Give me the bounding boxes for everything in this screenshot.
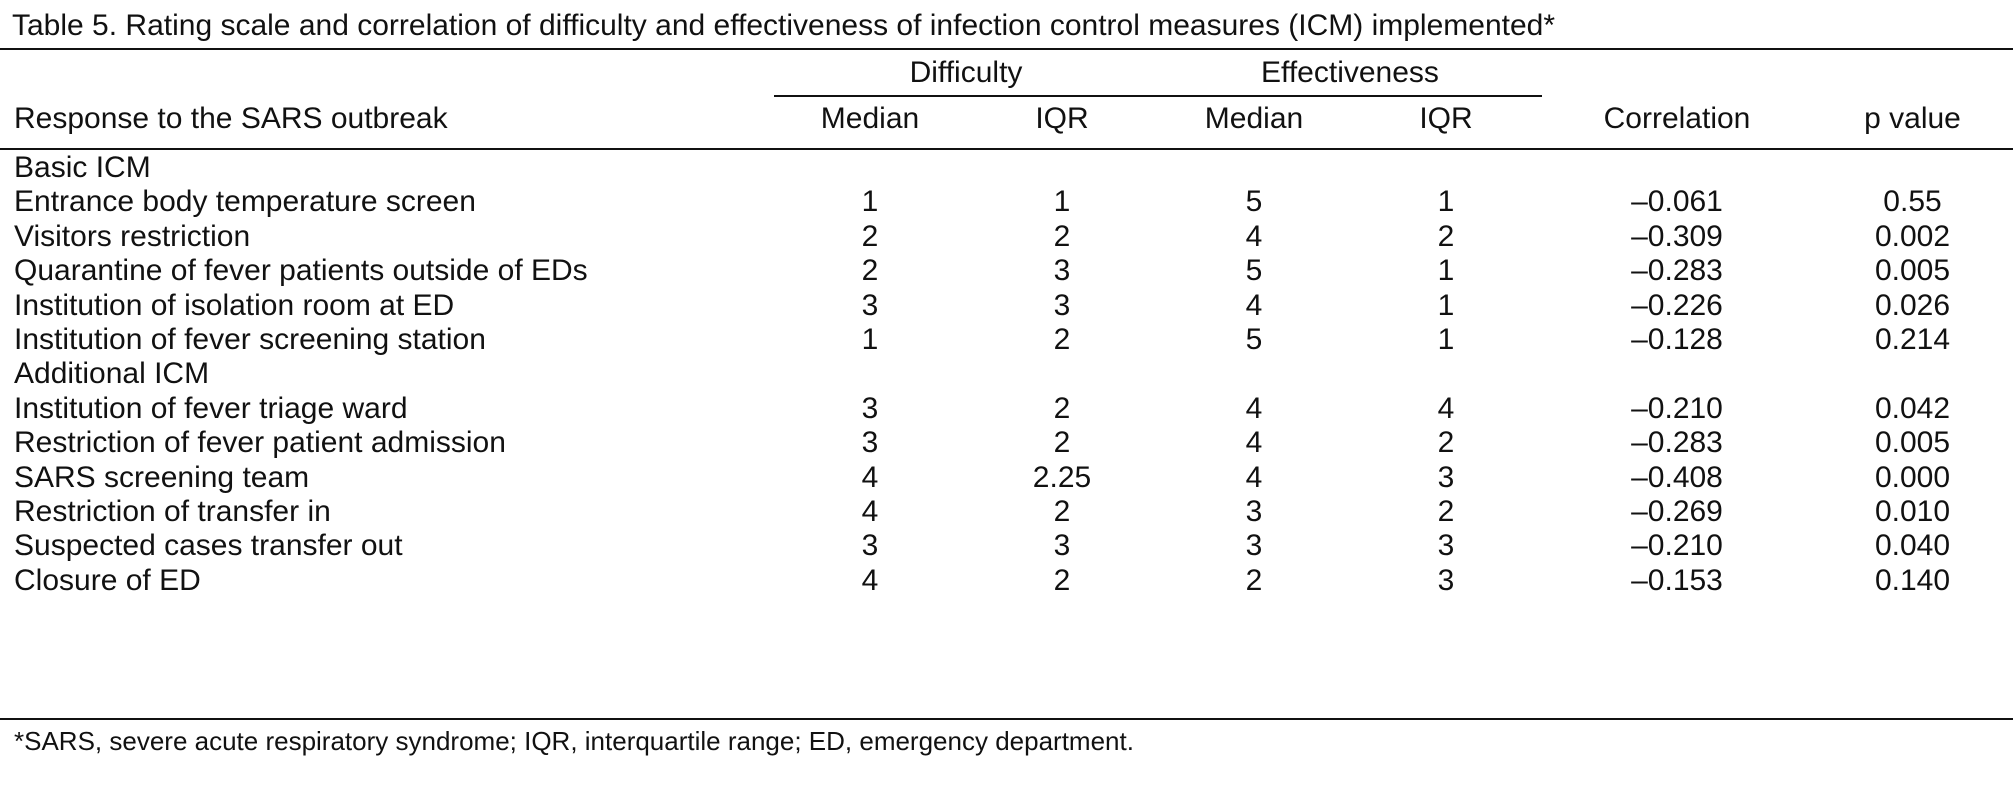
effectiveness-iqr-cell: 3 xyxy=(1437,460,1455,494)
correlation-cell: –0.408 xyxy=(1631,460,1723,494)
effectiveness-median-cell: 4 xyxy=(1245,288,1263,322)
p-value-cell: 0.005 xyxy=(1874,254,1951,288)
correlation-cell: –0.283 xyxy=(1631,254,1723,288)
section-label: Basic ICM xyxy=(14,151,151,184)
effectiveness-median-cell: 4 xyxy=(1245,460,1263,494)
difficulty-iqr-cell: 2 xyxy=(1053,219,1071,253)
difficulty-median-cell: 4 xyxy=(861,460,879,494)
p-value-cell: 0.005 xyxy=(1874,426,1951,460)
p-value-cell: 0.000 xyxy=(1874,460,1951,494)
p-value-cell: 0.010 xyxy=(1874,495,1951,528)
table-footnote: *SARS, severe acute respiratory syndrome… xyxy=(14,726,1134,756)
effectiveness-iqr-cell: 1 xyxy=(1437,254,1455,288)
effectiveness-median-cell: 4 xyxy=(1245,391,1263,425)
row-label: Institution of fever triage ward xyxy=(14,391,408,425)
difficulty-iqr-cell: 2 xyxy=(1053,426,1071,460)
row-label: Visitors restriction xyxy=(14,219,251,253)
difficulty-iqr-cell: 2.25 xyxy=(1032,460,1092,494)
difficulty-median-header: Median xyxy=(820,102,920,135)
correlation-cell: –0.283 xyxy=(1631,426,1723,460)
effectiveness-iqr-cell: 1 xyxy=(1437,288,1455,322)
row-label: Suspected cases transfer out xyxy=(14,529,403,563)
bottom-rule xyxy=(0,718,2013,720)
row-label: Restriction of transfer in xyxy=(14,495,331,528)
effectiveness-iqr-cell: 1 xyxy=(1437,323,1455,356)
difficulty-median-cell: 3 xyxy=(861,288,879,322)
row-label: Institution of fever screening station xyxy=(14,323,486,356)
correlation-cell: –0.269 xyxy=(1631,495,1723,528)
effectiveness-median-header: Median xyxy=(1204,102,1304,135)
difficulty-group-rule xyxy=(774,95,1158,97)
row-label: Institution of isolation room at ED xyxy=(14,288,455,322)
difficulty-median-cell: 3 xyxy=(861,391,879,425)
effectiveness-iqr-cell: 2 xyxy=(1437,219,1455,253)
stub-header: Response to the SARS outbreak xyxy=(14,102,448,135)
effectiveness-iqr-cell: 1 xyxy=(1437,185,1455,219)
effectiveness-iqr-cell: 4 xyxy=(1437,391,1455,425)
difficulty-iqr-cell: 3 xyxy=(1053,254,1071,288)
difficulty-median-cell: 2 xyxy=(861,254,879,288)
row-label: Restriction of fever patient admission xyxy=(14,426,506,460)
difficulty-median-cell: 4 xyxy=(861,563,879,597)
difficulty-iqr-cell: 1 xyxy=(1053,185,1071,219)
effectiveness-median-cell: 5 xyxy=(1245,254,1263,288)
correlation-cell: –0.226 xyxy=(1631,288,1723,322)
difficulty-iqr-cell: 2 xyxy=(1053,391,1071,425)
difficulty-group-header: Difficulty xyxy=(909,56,1023,89)
row-label: SARS screening team xyxy=(14,460,310,494)
correlation-cell: –0.309 xyxy=(1631,219,1723,253)
effectiveness-median-cell: 2 xyxy=(1245,563,1263,597)
row-label: Quarantine of fever patients outside of … xyxy=(14,254,588,288)
effectiveness-group-rule xyxy=(1158,95,1542,97)
effectiveness-median-cell: 5 xyxy=(1245,323,1263,356)
correlation-cell: –0.210 xyxy=(1631,391,1723,425)
difficulty-median-cell: 3 xyxy=(861,529,879,563)
top-rule xyxy=(0,48,2013,50)
effectiveness-median-cell: 4 xyxy=(1245,426,1263,460)
effectiveness-iqr-cell: 2 xyxy=(1437,426,1455,460)
row-label: Closure of ED xyxy=(14,563,201,597)
p-value-cell: 0.002 xyxy=(1874,219,1951,253)
effectiveness-iqr-cell: 2 xyxy=(1437,495,1455,528)
effectiveness-median-cell: 5 xyxy=(1245,185,1263,219)
difficulty-median-cell: 1 xyxy=(861,185,879,219)
difficulty-iqr-cell: 2 xyxy=(1053,495,1071,528)
difficulty-iqr-cell: 3 xyxy=(1053,529,1071,563)
correlation-cell: –0.128 xyxy=(1631,323,1723,356)
p-value-cell: 0.040 xyxy=(1874,529,1951,563)
difficulty-iqr-cell: 2 xyxy=(1053,563,1071,597)
p-value-cell: 0.042 xyxy=(1874,391,1951,425)
header-rule xyxy=(0,148,2013,150)
effectiveness-iqr-cell: 3 xyxy=(1437,529,1455,563)
difficulty-iqr-header: IQR xyxy=(1035,102,1089,135)
table-caption: Table 5. Rating scale and correlation of… xyxy=(12,9,1556,42)
p-value-cell: 0.140 xyxy=(1874,563,1951,597)
effectiveness-median-cell: 3 xyxy=(1245,495,1263,528)
p-value-header: p value xyxy=(1864,102,1961,135)
correlation-header: Correlation xyxy=(1603,102,1751,135)
difficulty-median-cell: 3 xyxy=(861,426,879,460)
effectiveness-median-cell: 4 xyxy=(1245,219,1263,253)
section-label: Additional ICM xyxy=(14,357,210,391)
effectiveness-median-cell: 3 xyxy=(1245,529,1263,563)
effectiveness-group-header: Effectiveness xyxy=(1261,56,1439,89)
row-label: Entrance body temperature screen xyxy=(14,185,476,219)
effectiveness-iqr-header: IQR xyxy=(1419,102,1473,135)
correlation-cell: –0.210 xyxy=(1631,529,1723,563)
p-value-cell: 0.214 xyxy=(1874,323,1951,356)
difficulty-iqr-cell: 3 xyxy=(1053,288,1071,322)
p-value-cell: 0.026 xyxy=(1874,288,1951,322)
difficulty-iqr-cell: 2 xyxy=(1053,323,1071,356)
correlation-cell: –0.061 xyxy=(1631,185,1723,219)
difficulty-median-cell: 1 xyxy=(861,323,879,356)
difficulty-median-cell: 2 xyxy=(861,219,879,253)
difficulty-median-cell: 4 xyxy=(861,495,879,528)
p-value-cell: 0.55 xyxy=(1883,185,1942,219)
effectiveness-iqr-cell: 3 xyxy=(1437,563,1455,597)
correlation-cell: –0.153 xyxy=(1631,563,1723,597)
